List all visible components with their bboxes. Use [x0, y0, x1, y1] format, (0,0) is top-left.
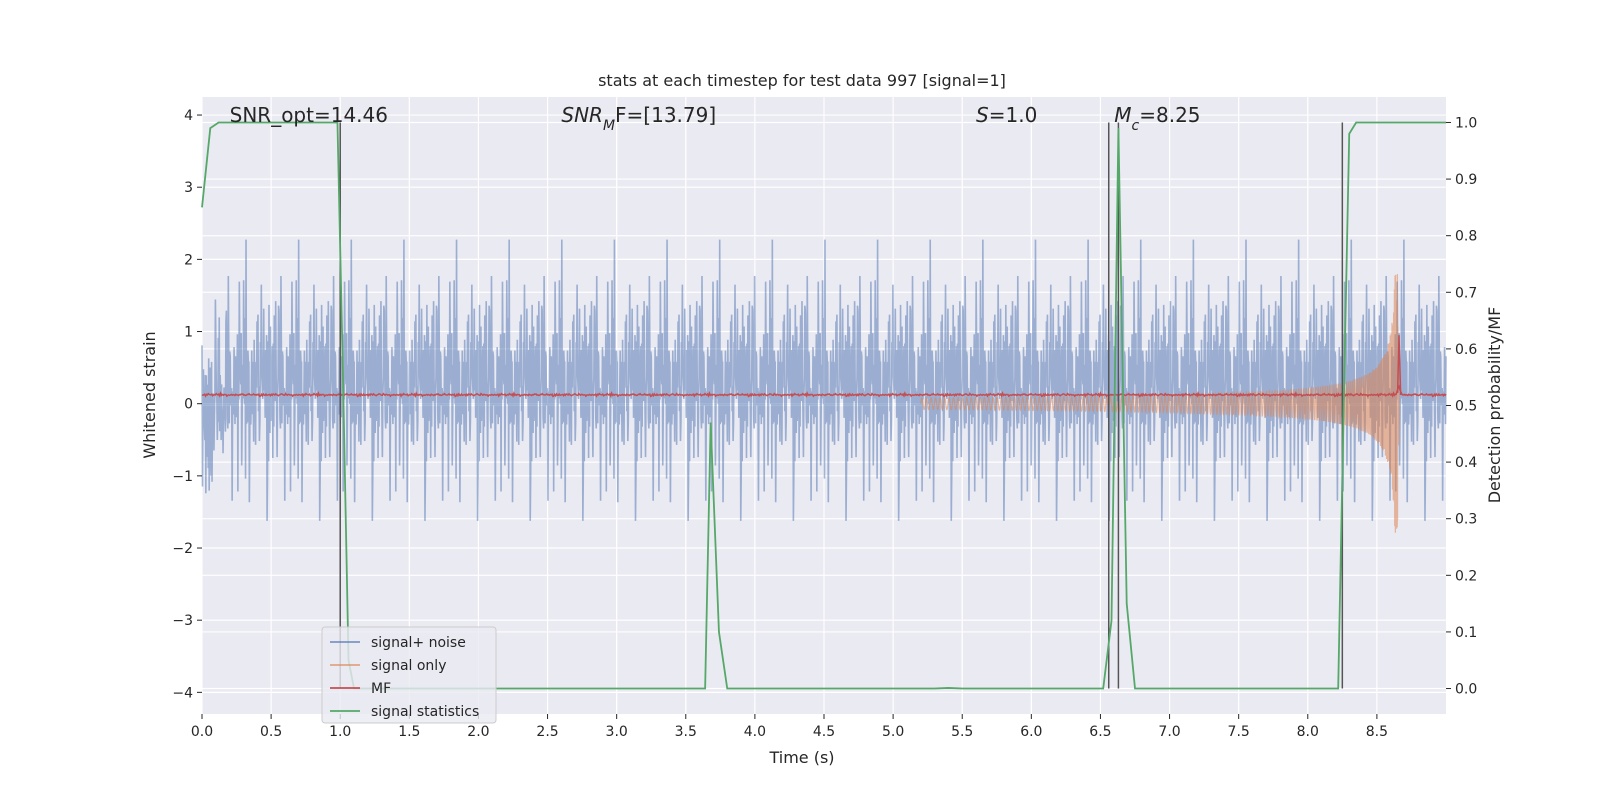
y-tick-label: 2	[184, 252, 193, 268]
x-axis-label: Time (s)	[768, 748, 834, 767]
legend-box	[321, 626, 497, 724]
y-tick-label-right: 0.3	[1455, 512, 1477, 528]
x-tick-label: 4.0	[744, 724, 766, 740]
y-tick-label-right: 0.5	[1455, 399, 1477, 415]
legend-label: signal statistics	[371, 704, 479, 720]
series-mf	[201, 335, 1447, 398]
x-tick-label: 7.5	[1228, 724, 1250, 740]
annotation-1: SNRMF=[13.79]	[561, 103, 716, 134]
y-tick-label-right: 0.0	[1455, 682, 1477, 698]
y-tick-label-right: 0.2	[1455, 568, 1477, 584]
series-signal-statistics	[201, 121, 1446, 690]
x-tick-label: 5.0	[882, 724, 904, 740]
y-tick-label: −2	[172, 541, 193, 557]
annotation-3: Mc=8.25	[1114, 103, 1200, 134]
legend-label: signal only	[371, 658, 446, 674]
y-tick-label: 4	[184, 108, 193, 124]
y-tick-label-right: 0.8	[1455, 229, 1477, 245]
x-tick-label: 3.0	[606, 724, 628, 740]
x-tick-label: 2.0	[467, 724, 489, 740]
series-signal-only	[920, 274, 1400, 533]
chart-title: stats at each timestep for test data 997…	[598, 71, 1006, 90]
x-tick-label: 6.5	[1089, 724, 1111, 740]
legend-label: MF	[371, 681, 391, 697]
series-signal-plus-noise	[201, 239, 1447, 521]
x-tick-label: 2.5	[536, 724, 558, 740]
annotation-0: SNR_opt=14.46	[230, 103, 388, 127]
y-tick-label-right: 0.1	[1455, 625, 1477, 641]
x-tick-label: 3.5	[675, 724, 697, 740]
x-tick-label: 0.5	[260, 724, 282, 740]
y-tick-label-right: 1.0	[1455, 115, 1477, 131]
x-tick-label: 8.5	[1366, 724, 1388, 740]
y-tick-label-right: 0.4	[1455, 455, 1477, 471]
y-tick-label: −1	[172, 469, 193, 485]
x-tick-label: 7.0	[1158, 724, 1180, 740]
x-tick-label: 0.0	[191, 724, 213, 740]
x-tick-label: 8.0	[1297, 724, 1319, 740]
y-tick-label: −4	[172, 685, 193, 701]
annotation-2: S=1.0	[976, 103, 1037, 127]
y-tick-label: 0	[184, 397, 193, 413]
x-tick-label: 1.5	[398, 724, 420, 740]
legend: signal+ noise signal only MF signal statist…	[321, 626, 497, 724]
y-tick-label-right: 0.7	[1455, 285, 1477, 301]
x-tick-label: 5.5	[951, 724, 973, 740]
x-tick-label: 6.0	[1020, 724, 1042, 740]
x-tick-label: 1.0	[329, 724, 351, 740]
y-axis-label-right: Detection probability/MF	[1485, 307, 1504, 504]
x-tick-label: 4.5	[813, 724, 835, 740]
y-axis-label: Whitened strain	[140, 331, 159, 458]
legend-label: signal+ noise	[371, 635, 466, 651]
y-tick-label: 1	[184, 325, 193, 341]
y-tick-label: 3	[184, 180, 193, 196]
y-tick-label-right: 0.6	[1455, 342, 1477, 358]
y-tick-label-right: 0.9	[1455, 172, 1477, 188]
y-tick-label: −3	[172, 613, 193, 629]
